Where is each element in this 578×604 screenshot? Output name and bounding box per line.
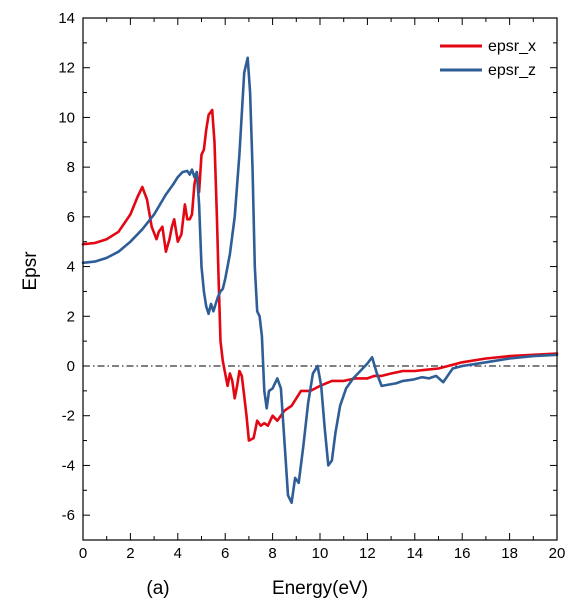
x-tick-label: 18: [501, 545, 518, 562]
x-tick-label: 8: [268, 545, 276, 562]
y-tick-label: 10: [58, 109, 75, 126]
x-tick-label: 20: [549, 545, 566, 562]
y-tick-label: 8: [67, 159, 75, 176]
x-axis-title: Energy(eV): [272, 578, 368, 599]
x-tick-label: 4: [174, 545, 182, 562]
y-tick-label: 4: [67, 259, 75, 276]
y-tick-label: 2: [67, 308, 75, 325]
panel-label: (a): [146, 578, 169, 599]
y-tick-label: -2: [62, 408, 75, 425]
y-tick-label: -4: [62, 457, 75, 474]
legend-label-epsr_x: epsr_x: [488, 38, 536, 55]
y-tick-label: 14: [58, 10, 75, 27]
y-tick-label: 0: [67, 358, 75, 375]
x-tick-label: 6: [221, 545, 229, 562]
x-tick-label: 10: [312, 545, 329, 562]
x-tick-label: 14: [406, 545, 423, 562]
legend-label-epsr_z: epsr_z: [488, 62, 536, 79]
legend: epsr_x epsr_z: [440, 38, 536, 79]
x-tick-label: 16: [454, 545, 471, 562]
series-line-epsr_z: [81, 56, 559, 505]
y-tick-label: 12: [58, 60, 75, 77]
x-tick-label: 12: [359, 545, 376, 562]
axes: 0 2 4 6 8 10 12 14 16 18 20 -6 -4 -2 0 2 4 6 8 10 12 14: [58, 10, 565, 562]
x-tick-label: 2: [126, 545, 134, 562]
y-axis-title: Epsr: [20, 251, 41, 291]
plot-area: [81, 56, 559, 505]
x-tick-label: 0: [79, 545, 87, 562]
y-tick-label: -6: [62, 507, 75, 524]
plot-frame: [82, 17, 558, 541]
y-tick-label: 6: [67, 209, 75, 226]
series-line-epsr_x: [81, 108, 559, 442]
